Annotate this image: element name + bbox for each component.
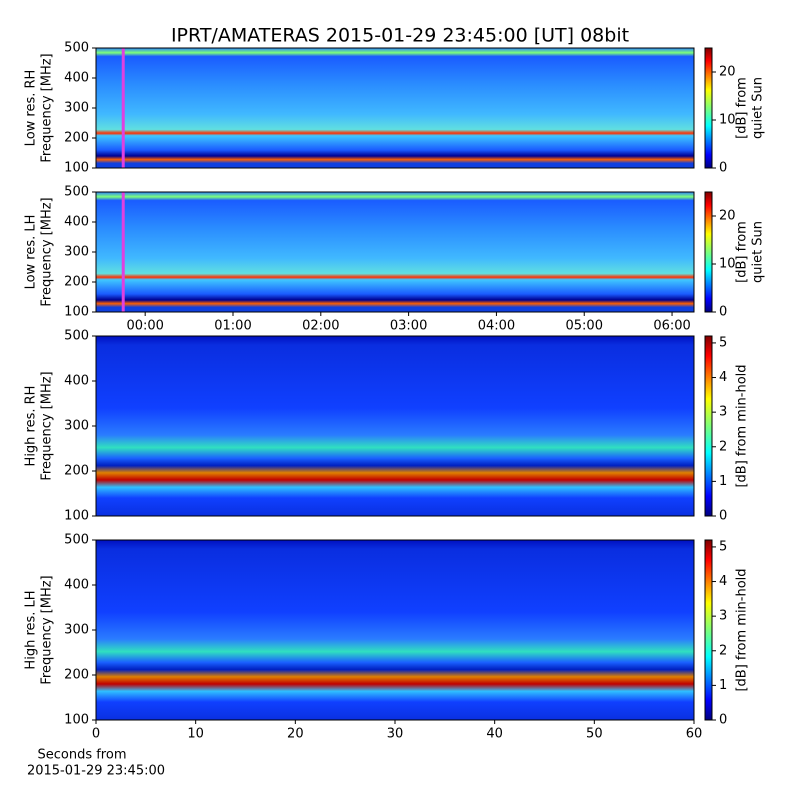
x-tick-label: 40 (486, 727, 503, 742)
colorbar-tick-label: 2 (719, 643, 727, 658)
y-tick-label: 500 (64, 41, 89, 56)
x-tick-label: 04:00 (478, 319, 515, 334)
colorbar-tick-label: 1 (719, 678, 727, 693)
y-tick-label: 200 (64, 464, 89, 479)
colorbar (704, 191, 713, 313)
colorbar (704, 539, 713, 721)
colorbar-tick-label: 10 (719, 257, 736, 272)
colorbar-tick-label: 5 (719, 539, 727, 554)
colorbar-label: quiet Sun (751, 77, 766, 139)
y-axis-label: High res. RH (24, 386, 39, 467)
colorbar-label: [dB] from min-hold (735, 364, 750, 487)
y-tick-label: 400 (64, 71, 89, 86)
y-tick-label: 400 (64, 215, 89, 230)
y-axis-label: Frequency [MHz] (40, 197, 55, 306)
x-tick-label: 60 (686, 727, 703, 742)
y-axis-label: Low res. LH (24, 215, 39, 290)
colorbar-tick-label: 3 (719, 609, 727, 624)
y-tick-label: 200 (64, 668, 89, 683)
y-tick-label: 200 (64, 131, 89, 146)
y-axis-label: Low res. RH (24, 70, 39, 147)
x-tick-label: 03:00 (390, 319, 427, 334)
x-tick-label: 20 (287, 727, 304, 742)
colorbar-tick-label: 0 (719, 713, 727, 728)
x-axis-label: Seconds from (37, 748, 126, 763)
y-axis-label: Frequency [MHz] (40, 371, 55, 480)
colorbar-label: [dB] from (735, 221, 750, 283)
x-tick-label: 05:00 (566, 319, 603, 334)
colorbar-tick-label: 1 (719, 474, 727, 489)
colorbar-tick-label: 10 (719, 113, 736, 128)
y-axis-label: Frequency [MHz] (40, 53, 55, 162)
colorbar-label: [dB] from min-hold (735, 568, 750, 691)
y-tick-label: 300 (64, 419, 89, 434)
y-tick-label: 100 (64, 509, 89, 524)
colorbar-tick-label: 2 (719, 439, 727, 454)
y-tick-label: 500 (64, 533, 89, 548)
colorbar-tick-label: 20 (719, 209, 736, 224)
x-tick-label: 0 (92, 727, 100, 742)
spectrogram (96, 336, 694, 516)
x-axis-label: 2015-01-29 23:45:00 (27, 764, 165, 779)
y-tick-label: 500 (64, 329, 89, 344)
colorbar-tick-label: 0 (719, 509, 727, 524)
colorbar-tick-label: 0 (719, 161, 727, 176)
colorbar-tick-label: 4 (719, 370, 727, 385)
y-tick-label: 100 (64, 161, 89, 176)
colorbar-tick-label: 20 (719, 65, 736, 80)
y-tick-label: 100 (64, 305, 89, 320)
y-tick-label: 300 (64, 623, 89, 638)
y-tick-label: 200 (64, 275, 89, 290)
spectrogram (96, 48, 694, 168)
y-tick-label: 300 (64, 101, 89, 116)
x-tick-label: 30 (387, 727, 404, 742)
y-tick-label: 300 (64, 245, 89, 260)
x-tick-label: 10 (187, 727, 204, 742)
x-tick-label: 50 (586, 727, 603, 742)
y-tick-label: 400 (64, 374, 89, 389)
x-tick-label: 01:00 (214, 319, 251, 334)
chart-title: IPRT/AMATERAS 2015-01-29 23:45:00 [UT] 0… (171, 25, 629, 47)
x-tick-label: 06:00 (653, 319, 690, 334)
y-axis-label: High res. LH (24, 590, 39, 669)
y-tick-label: 400 (64, 578, 89, 593)
x-tick-label: 02:00 (302, 319, 339, 334)
y-tick-label: 100 (64, 713, 89, 728)
spectrogram (96, 540, 694, 720)
colorbar-tick-label: 3 (719, 405, 727, 420)
x-tick-label: 00:00 (126, 319, 163, 334)
colorbar-label: [dB] from (735, 77, 750, 139)
colorbar (704, 47, 713, 169)
y-axis-label: Frequency [MHz] (40, 575, 55, 684)
colorbar-tick-label: 5 (719, 335, 727, 350)
colorbar-tick-label: 0 (719, 305, 727, 320)
colorbar-tick-label: 4 (719, 574, 727, 589)
colorbar (704, 335, 713, 517)
spectrogram (96, 192, 694, 312)
colorbar-label: quiet Sun (751, 221, 766, 283)
y-tick-label: 500 (64, 185, 89, 200)
